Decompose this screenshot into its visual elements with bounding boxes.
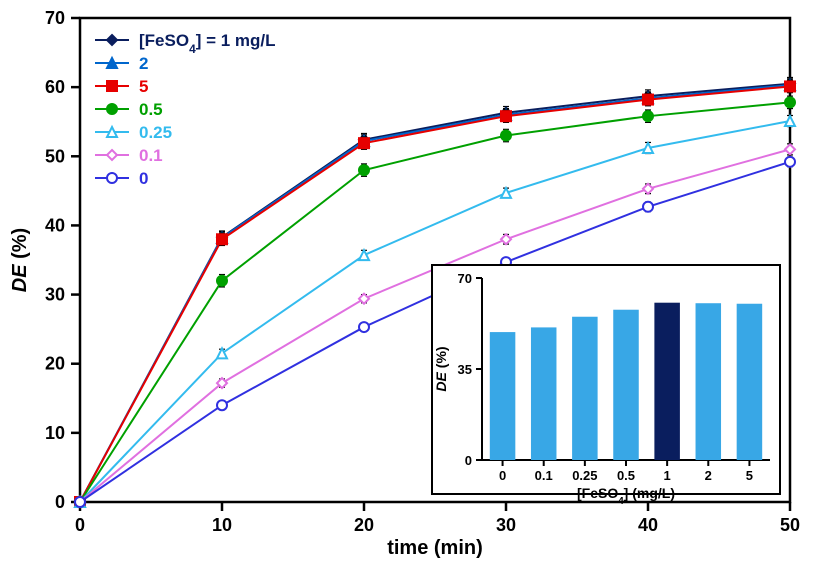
svg-text:time (min): time (min) <box>387 537 483 559</box>
svg-text:DE (%): DE (%) <box>9 228 31 292</box>
svg-text:35: 35 <box>458 362 472 377</box>
svg-text:0: 0 <box>75 515 85 535</box>
svg-text:0.1: 0.1 <box>139 146 163 165</box>
main-chart: 01020304050010203040506070time (min)DE (… <box>0 0 827 572</box>
svg-text:0: 0 <box>465 453 472 468</box>
svg-text:2: 2 <box>705 468 712 483</box>
svg-text:30: 30 <box>45 285 65 305</box>
svg-text:0.5: 0.5 <box>617 468 635 483</box>
svg-text:70: 70 <box>45 8 65 28</box>
svg-text:0.5: 0.5 <box>139 100 163 119</box>
svg-text:30: 30 <box>496 515 516 535</box>
svg-text:40: 40 <box>638 515 658 535</box>
svg-text:0: 0 <box>139 169 148 188</box>
svg-text:40: 40 <box>45 215 65 235</box>
svg-text:0.25: 0.25 <box>139 123 172 142</box>
svg-text:10: 10 <box>212 515 232 535</box>
svg-text:20: 20 <box>45 354 65 374</box>
svg-text:20: 20 <box>354 515 374 535</box>
inset-chart: 0357000.10.250.5125[FeSO4] (mg/L)DE (%) <box>432 265 780 507</box>
svg-text:DE (%): DE (%) <box>433 346 449 391</box>
svg-text:0.1: 0.1 <box>535 468 553 483</box>
svg-text:10: 10 <box>45 423 65 443</box>
svg-text:0: 0 <box>499 468 506 483</box>
svg-text:5: 5 <box>746 468 753 483</box>
svg-text:0: 0 <box>55 492 65 512</box>
svg-text:50: 50 <box>45 146 65 166</box>
svg-text:70: 70 <box>458 271 472 286</box>
svg-text:60: 60 <box>45 77 65 97</box>
svg-text:0.25: 0.25 <box>572 468 597 483</box>
svg-text:5: 5 <box>139 77 148 96</box>
svg-text:50: 50 <box>780 515 800 535</box>
svg-text:2: 2 <box>139 54 148 73</box>
svg-text:1: 1 <box>664 468 671 483</box>
